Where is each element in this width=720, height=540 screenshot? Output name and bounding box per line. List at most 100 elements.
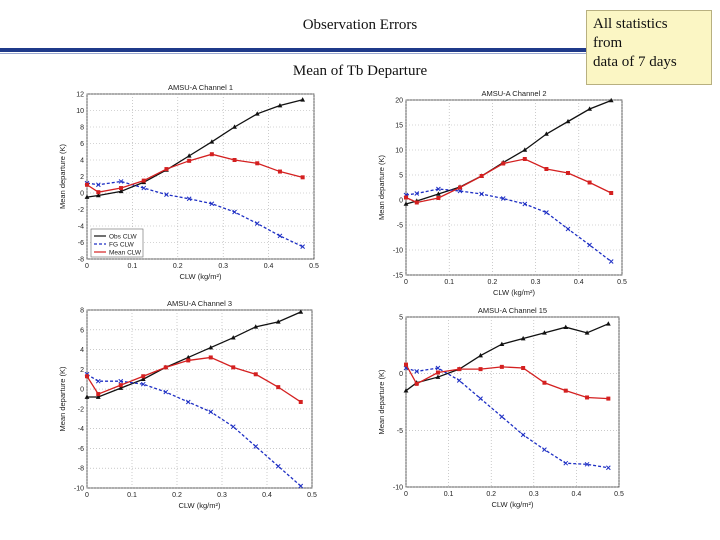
- data-point-fg-clw: [478, 396, 483, 401]
- y-tick-label: 12: [76, 92, 84, 99]
- plot-area: [405, 316, 620, 488]
- data-point-mean-clw: [458, 185, 462, 190]
- y-tick-label: 6: [80, 327, 84, 334]
- x-tick-label: 0: [404, 491, 408, 498]
- data-point-obs-clw: [436, 191, 441, 196]
- data-point-mean-clw: [253, 372, 258, 377]
- data-point-mean-clw: [587, 180, 592, 185]
- y-tick-label: 8: [80, 125, 84, 132]
- data-point-obs-clw: [478, 352, 483, 358]
- y-tick-label: 0: [80, 191, 84, 198]
- data-point-fg-clw: [436, 186, 441, 192]
- chart-title: AMSU-A Channel 15: [478, 306, 547, 315]
- data-point-mean-clw: [404, 362, 408, 367]
- data-point-obs-clw: [563, 324, 569, 329]
- chart-channel-3: 0 0.1 0.2 0.3 0.4 0.5 -10 -8 -6 -4 -2 0 2 4 6 8 AMSU-A C…: [58, 299, 317, 510]
- y-tick-label: -10: [393, 485, 403, 492]
- data-point-obs-clw: [140, 376, 146, 382]
- data-point-mean-clw: [478, 367, 483, 372]
- note-line: data of 7 days: [593, 54, 677, 70]
- x-tick-label: 0.4: [264, 263, 274, 270]
- y-axis-label: Mean departure (K): [377, 154, 386, 220]
- data-point-fg-clw: [457, 188, 463, 194]
- y-axis-label: Mean departure (K): [377, 369, 386, 435]
- data-point-obs-clw: [253, 324, 259, 329]
- x-tick-label: 0.3: [217, 492, 227, 499]
- data-point-obs-clw: [118, 385, 124, 390]
- data-point-mean-clw: [255, 161, 260, 166]
- data-point-mean-clw: [118, 383, 123, 388]
- data-point-fg-clw: [209, 201, 215, 207]
- data-point-mean-clw: [163, 365, 168, 370]
- data-point-fg-clw: [118, 179, 124, 184]
- data-point-mean-clw: [208, 355, 213, 360]
- x-tick-label: 0: [85, 263, 89, 270]
- data-point-obs-clw: [208, 344, 214, 350]
- data-point-fg-clw: [300, 244, 306, 249]
- data-point-fg-clw: [479, 191, 484, 197]
- data-point-fg-clw: [275, 463, 281, 469]
- data-point-mean-clw: [96, 392, 101, 397]
- y-tick-label: 4: [80, 158, 84, 165]
- data-point-mean-clw: [501, 161, 506, 166]
- y-tick-label: 20: [395, 98, 403, 105]
- y-tick-label: 8: [80, 308, 84, 315]
- x-axis-label: CLW (kg/m²): [493, 288, 535, 297]
- data-point-fg-clw: [230, 424, 236, 430]
- y-tick-label: 4: [80, 347, 84, 354]
- data-point-fg-clw: [253, 444, 259, 449]
- note-line: All statistics: [593, 16, 668, 32]
- data-point-fg-clw: [587, 242, 592, 248]
- data-point-fg-clw: [164, 192, 169, 198]
- data-point-mean-clw: [232, 158, 237, 162]
- y-tick-label: -8: [78, 466, 84, 473]
- y-tick-label: -6: [78, 446, 84, 453]
- data-point-mean-clw: [414, 381, 419, 386]
- data-point-obs-clw: [300, 97, 306, 102]
- data-point-obs-clw: [275, 319, 281, 324]
- legend-label: Mean CLW: [109, 250, 142, 257]
- y-tick-label: -10: [74, 486, 84, 493]
- x-tick-label: 0.3: [218, 263, 228, 270]
- data-point-mean-clw: [141, 374, 146, 379]
- data-point-mean-clw: [435, 370, 440, 375]
- x-tick-label: 0.2: [488, 279, 498, 286]
- data-point-mean-clw: [209, 152, 214, 157]
- data-point-obs-clw: [403, 388, 409, 393]
- data-point-obs-clw: [230, 335, 236, 340]
- x-tick-label: 0.1: [128, 263, 138, 270]
- x-axis-label: CLW (kg/m²): [179, 501, 221, 510]
- x-axis-label: CLW (kg/m²): [492, 500, 534, 509]
- data-point-fg-clw: [298, 483, 304, 489]
- x-axis-label: CLW (kg/m²): [180, 272, 222, 281]
- data-point-obs-clw: [584, 330, 590, 335]
- data-point-fg-clw: [208, 409, 214, 415]
- chart-title: AMSU-A Channel 2: [481, 89, 546, 98]
- x-tick-label: 0: [85, 492, 89, 499]
- x-tick-label: 0: [404, 279, 408, 286]
- title-divider: [0, 48, 590, 52]
- legend-label: Obs CLW: [109, 234, 138, 241]
- data-point-fg-clw: [565, 226, 571, 232]
- data-point-fg-clw: [520, 432, 526, 438]
- legend-label: FG CLW: [109, 242, 135, 249]
- x-tick-label: 0.4: [572, 491, 582, 498]
- x-tick-label: 0.1: [127, 492, 137, 499]
- data-point-mean-clw: [521, 366, 526, 370]
- x-tick-label: 0.2: [172, 492, 182, 499]
- data-point-mean-clw: [542, 380, 547, 385]
- data-point-mean-clw: [300, 175, 305, 180]
- y-axis-label: Mean departure (K): [58, 366, 67, 432]
- y-tick-label: 5: [399, 173, 403, 180]
- data-point-mean-clw: [479, 174, 484, 178]
- data-point-obs-clw: [95, 192, 101, 198]
- chart-channel-2: 0 0.1 0.2 0.3 0.4 0.5 -15 -10 -5 0 5 10 15 20 AMSU-A C…: [377, 89, 627, 297]
- y-tick-label: 15: [395, 123, 403, 130]
- series-line-fg-clw: [405, 367, 609, 469]
- data-point-fg-clw: [140, 381, 146, 387]
- x-tick-label: 0.1: [444, 491, 454, 498]
- data-point-obs-clw: [499, 341, 505, 346]
- data-point-mean-clw: [414, 200, 419, 205]
- data-point-fg-clw: [456, 378, 462, 383]
- data-point-fg-clw: [605, 465, 611, 471]
